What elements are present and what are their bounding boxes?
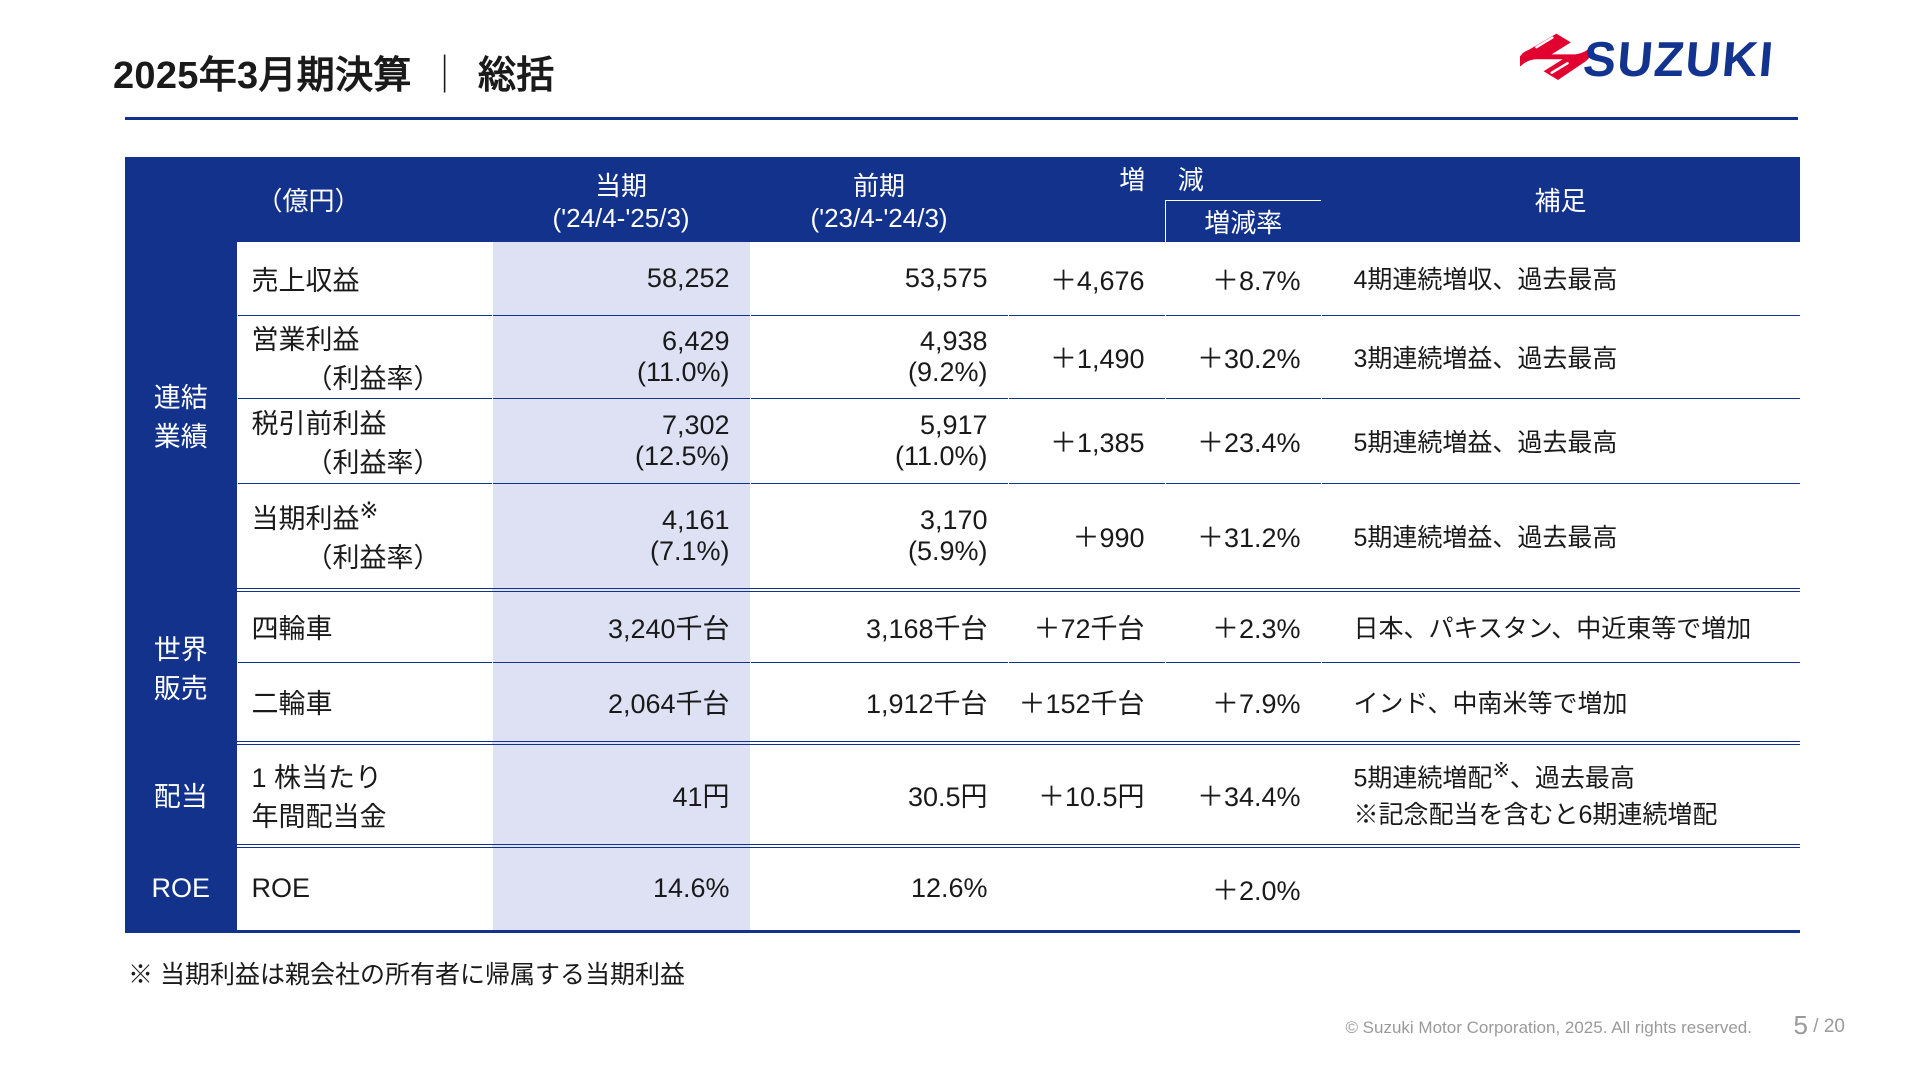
- svg-text:SUZUKI: SUZUKI: [1581, 33, 1776, 87]
